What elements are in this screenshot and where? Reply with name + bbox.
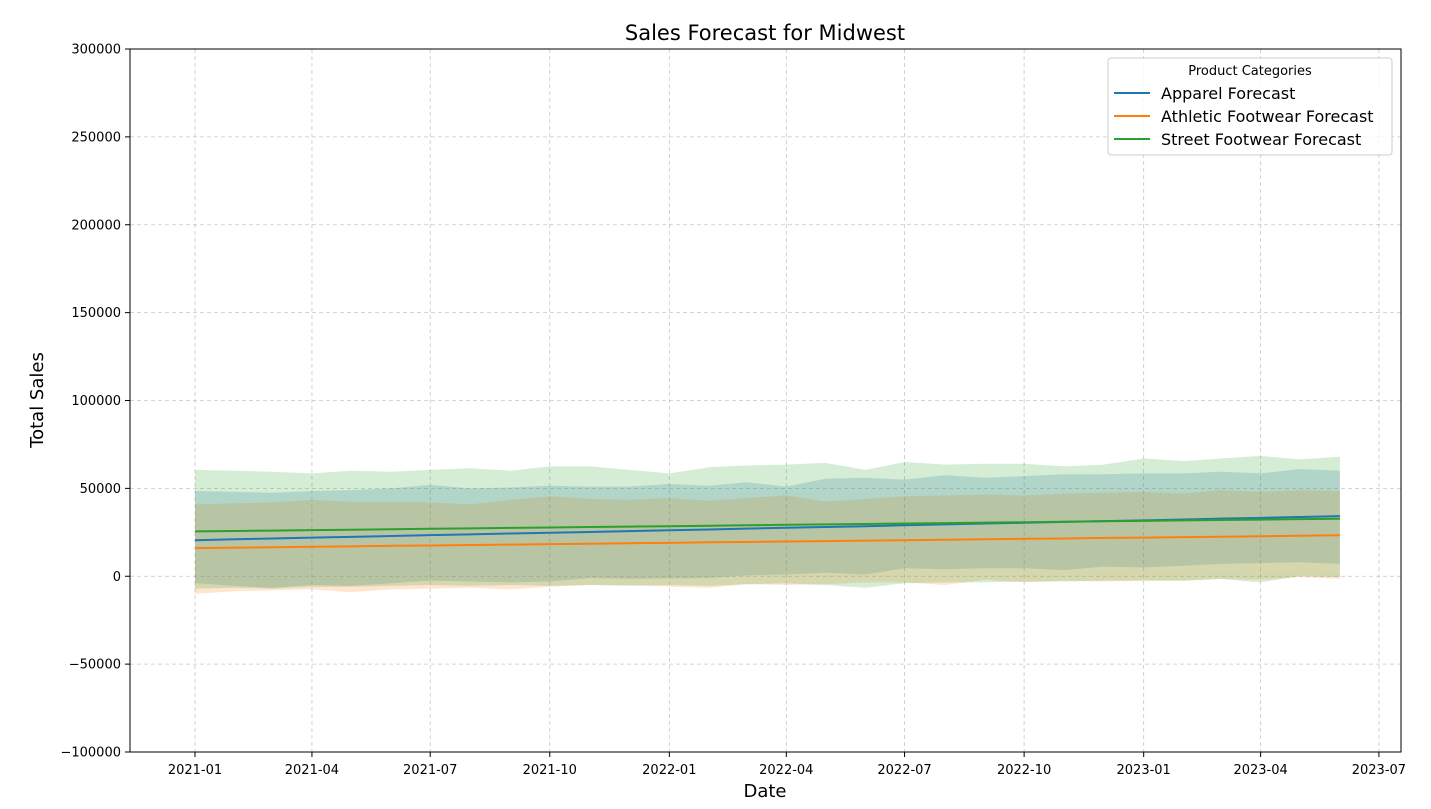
y-tick-label: 100000: [71, 394, 121, 409]
y-tick-label: 0: [113, 570, 121, 585]
legend-entry-label: Street Footwear Forecast: [1161, 130, 1361, 149]
y-tick-label: −50000: [69, 658, 121, 673]
x-tick-label: 2023-01: [1117, 763, 1171, 778]
x-axis: 2021-01 2021-04 2021-07 2021-10 2022-01 2022-…: [168, 752, 1406, 778]
x-tick-label: 2022-07: [877, 763, 931, 778]
confidence-band-2: [195, 455, 1340, 589]
legend-box: [1107, 57, 1393, 156]
y-axis-label: Total Sales: [27, 352, 48, 449]
series-line-1: [194, 534, 1340, 550]
x-tick-label: 2022-01: [642, 763, 696, 778]
y-tick-label: 50000: [80, 482, 121, 497]
y-tick-label: −100000: [60, 746, 121, 761]
y-tick-label: 200000: [71, 218, 121, 233]
y-axis: −100000 −50000 0 50000 100000 150000 200000 250…: [60, 43, 130, 761]
legend-entry-label: Athletic Footwear Forecast: [1161, 107, 1374, 126]
x-tick-label: 2021-01: [168, 763, 222, 778]
y-tick-label: 300000: [71, 43, 121, 58]
forecast-lines: [194, 515, 1340, 550]
x-tick-label: 2022-10: [997, 763, 1051, 778]
legend: Product Categories Apparel Forecast Athle…: [1107, 57, 1393, 156]
chart-title: Sales Forecast for Midwest: [625, 21, 905, 45]
x-tick-label: 2023-04: [1233, 763, 1287, 778]
series-line-2: [194, 517, 1340, 533]
legend-title: Product Categories: [1188, 64, 1312, 79]
x-tick-label: 2022-04: [759, 763, 813, 778]
x-tick-label: 2021-10: [523, 763, 577, 778]
x-axis-label: Date: [743, 781, 786, 802]
x-tick-label: 2021-04: [285, 763, 339, 778]
y-tick-label: 150000: [71, 306, 121, 321]
y-tick-label: 250000: [71, 130, 121, 145]
x-tick-label: 2021-07: [403, 763, 457, 778]
legend-entry-label: Apparel Forecast: [1161, 84, 1295, 103]
x-tick-label: 2023-07: [1352, 763, 1406, 778]
